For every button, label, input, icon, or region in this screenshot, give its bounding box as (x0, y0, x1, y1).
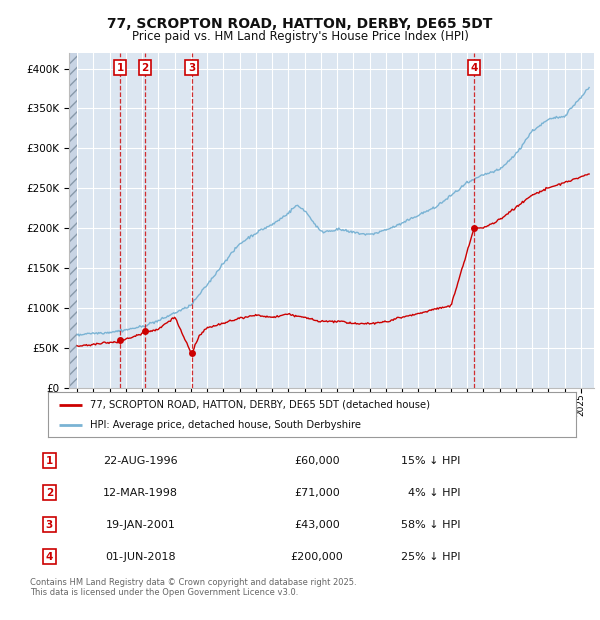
Text: 4: 4 (46, 552, 53, 562)
Text: 58% ↓ HPI: 58% ↓ HPI (401, 520, 461, 530)
Text: 22-AUG-1996: 22-AUG-1996 (103, 456, 178, 466)
Text: 77, SCROPTON ROAD, HATTON, DERBY, DE65 5DT: 77, SCROPTON ROAD, HATTON, DERBY, DE65 5… (107, 17, 493, 32)
Text: 01-JUN-2018: 01-JUN-2018 (105, 552, 176, 562)
Text: 19-JAN-2001: 19-JAN-2001 (106, 520, 175, 530)
Text: 15% ↓ HPI: 15% ↓ HPI (401, 456, 461, 466)
Text: 25% ↓ HPI: 25% ↓ HPI (401, 552, 461, 562)
Text: 4% ↓ HPI: 4% ↓ HPI (408, 488, 461, 498)
Text: 2: 2 (46, 488, 53, 498)
Text: £200,000: £200,000 (290, 552, 343, 562)
Text: 3: 3 (46, 520, 53, 530)
Text: HPI: Average price, detached house, South Derbyshire: HPI: Average price, detached house, Sout… (90, 420, 361, 430)
Text: 1: 1 (116, 63, 124, 73)
Text: Price paid vs. HM Land Registry's House Price Index (HPI): Price paid vs. HM Land Registry's House … (131, 30, 469, 43)
Text: £71,000: £71,000 (294, 488, 340, 498)
Text: 4: 4 (470, 63, 478, 73)
Text: 2: 2 (142, 63, 149, 73)
Text: 1: 1 (46, 456, 53, 466)
Bar (69, 53, 77, 388)
Text: 3: 3 (188, 63, 196, 73)
Text: £60,000: £60,000 (294, 456, 340, 466)
Text: Contains HM Land Registry data © Crown copyright and database right 2025.
This d: Contains HM Land Registry data © Crown c… (30, 578, 356, 597)
Text: 77, SCROPTON ROAD, HATTON, DERBY, DE65 5DT (detached house): 77, SCROPTON ROAD, HATTON, DERBY, DE65 5… (90, 399, 430, 410)
Text: £43,000: £43,000 (294, 520, 340, 530)
Text: 12-MAR-1998: 12-MAR-1998 (103, 488, 178, 498)
